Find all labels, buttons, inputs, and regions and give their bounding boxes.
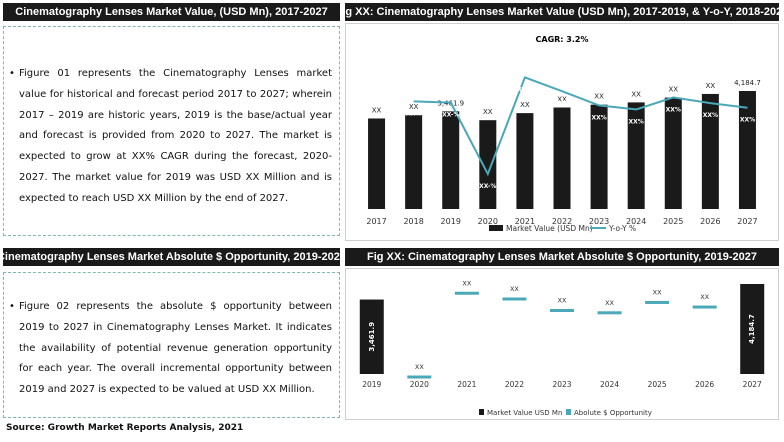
bar-market-value <box>738 91 756 209</box>
left-bottom-textbox <box>3 272 340 418</box>
opportunity-data-label: XX <box>510 285 519 293</box>
bar-market-value <box>701 93 719 209</box>
bar-data-label: 3,461.9 <box>368 322 376 352</box>
x-tick-label: 2019 <box>441 217 461 226</box>
legend-swatch-opportunity <box>566 409 571 415</box>
yoy-series-line <box>413 76 748 177</box>
left-bottom-text: Figure 02 represents the absolute $ oppo… <box>19 301 332 396</box>
x-tick-label: 2026 <box>695 380 714 389</box>
bar-absolute-opportunity <box>550 309 574 312</box>
yoy-data-label: XX-% <box>442 112 459 119</box>
bar-data-label: XX <box>520 101 530 109</box>
bar-market-value <box>405 115 423 209</box>
cagr-annotation: CAGR: 3.2% <box>536 35 589 44</box>
yoy-data-label: XX% <box>703 112 718 119</box>
bar-market-value <box>664 97 682 209</box>
bar-market-value <box>442 111 460 209</box>
bar-data-label: XX <box>706 82 716 90</box>
yoy-data-label: XX% <box>591 114 606 121</box>
x-tick-label: 2021 <box>515 217 535 226</box>
opportunity-data-label: XX <box>653 288 662 296</box>
x-tick-label: 2024 <box>600 380 619 389</box>
opportunity-data-label: XX <box>462 279 471 287</box>
chart2-panel: 2019 3,461.9 2020 XX 2021 XX 2022 XX 2023 XX 2024 X… <box>345 268 779 420</box>
legend-label-opportunity: Abolute $ Opportunity <box>574 409 652 417</box>
bar-absolute-opportunity <box>502 297 527 301</box>
x-tick-label: 2026 <box>700 217 720 226</box>
source-note: Source: Growth Market Reports Analysis, … <box>6 423 244 433</box>
left-top-text-wrap: • Figure 01 represents the Cinematograph… <box>9 64 332 210</box>
bar-data-label: XX <box>631 90 641 98</box>
bar-absolute-opportunity <box>692 305 717 309</box>
x-tick-label: 2025 <box>663 217 683 226</box>
left-top-title: Cinematography Lenses Market Value, (USD… <box>3 3 340 21</box>
legend-swatch-market-value <box>479 409 484 415</box>
legend-swatch-market-value <box>489 225 503 231</box>
bar-market-value <box>479 120 497 209</box>
chart1-panel: CAGR: 3.2% XX 2017 XX 2018 3,461.9 2019 XX 2020 X… <box>345 23 779 241</box>
opportunity-data-label: XX <box>700 293 709 301</box>
bar-market-value <box>740 284 765 374</box>
opportunity-data-label: XX <box>558 297 567 305</box>
legend-label-market-value: Market Value (USD Mn) <box>506 224 593 233</box>
bar-data-label: XX <box>668 86 678 94</box>
x-tick-label: 2027 <box>743 380 762 389</box>
bar-market-value <box>553 107 571 209</box>
bar-absolute-opportunity <box>597 311 622 315</box>
chart2-title: Fig XX: Cinematography Lenses Market Abs… <box>345 248 779 266</box>
left-top-textbox <box>3 26 340 236</box>
bar-market-value <box>627 102 645 209</box>
yoy-data-label: XX% <box>554 100 569 107</box>
bar-market-value <box>359 299 384 374</box>
x-tick-label: 2022 <box>552 217 572 226</box>
bar-absolute-opportunity <box>454 291 479 295</box>
opportunity-data-label: XX <box>415 363 424 371</box>
bar-market-value <box>516 113 534 209</box>
left-bottom-text-wrap: • Figure 02 represents the absolute $ op… <box>9 297 332 401</box>
x-tick-label: 2025 <box>648 380 667 389</box>
x-tick-label: 2018 <box>403 217 423 226</box>
bar-data-label: 4,184.7 <box>748 314 756 344</box>
bullet-icon: • <box>9 68 15 79</box>
bar-absolute-opportunity <box>645 300 670 304</box>
x-tick-label: 2023 <box>589 217 609 226</box>
yoy-data-label: XX-% <box>479 183 496 190</box>
bar-data-label: 4,184.7 <box>734 79 761 87</box>
bullet-icon: • <box>9 301 15 312</box>
left-bottom-title: Cinematography Lenses Market Absolute $ … <box>3 248 340 266</box>
bar-data-label: XX <box>594 93 604 101</box>
yoy-data-label: XX% <box>740 117 755 124</box>
chart2-svg: 2019 3,461.9 2020 XX 2021 XX 2022 XX 2023 XX 2024 X… <box>359 279 765 417</box>
x-tick-label: 2023 <box>552 380 571 389</box>
x-tick-label: 2020 <box>478 217 498 226</box>
bar-market-value <box>590 104 608 209</box>
yoy-data-label: XX% <box>406 110 421 117</box>
chart1-title: Fig XX: Cinematography Lenses Market Val… <box>345 3 779 21</box>
legend-label-market-value: Market Value USD Mn <box>487 409 562 417</box>
yoy-data-label: XX% <box>517 86 532 93</box>
legend-label-yoy: Y-o-Y % <box>608 224 636 233</box>
bar-absolute-opportunity <box>407 375 432 379</box>
bar-data-label: XX <box>372 106 382 114</box>
opportunity-data-label: XX <box>605 299 614 307</box>
bar-data-label: XX <box>483 108 493 116</box>
yoy-data-label: XX% <box>666 106 681 113</box>
yoy-data-label: XX% <box>629 118 644 125</box>
bar-market-value <box>368 118 386 209</box>
x-tick-label: 2020 <box>410 380 429 389</box>
x-tick-label: 2027 <box>737 217 757 226</box>
x-tick-label: 2022 <box>505 380 524 389</box>
bar-data-label: XX <box>557 95 567 103</box>
x-tick-label: 2021 <box>457 380 476 389</box>
x-tick-label: 2024 <box>626 217 646 226</box>
bar-data-label: XX <box>409 103 419 111</box>
chart1-svg: CAGR: 3.2%XX2017XX20183,461.92019XX2020X… <box>366 35 761 233</box>
left-top-text: Figure 01 represents the Cinematography … <box>19 68 332 204</box>
x-tick-label: 2017 <box>366 217 386 226</box>
x-tick-label: 2019 <box>362 380 381 389</box>
